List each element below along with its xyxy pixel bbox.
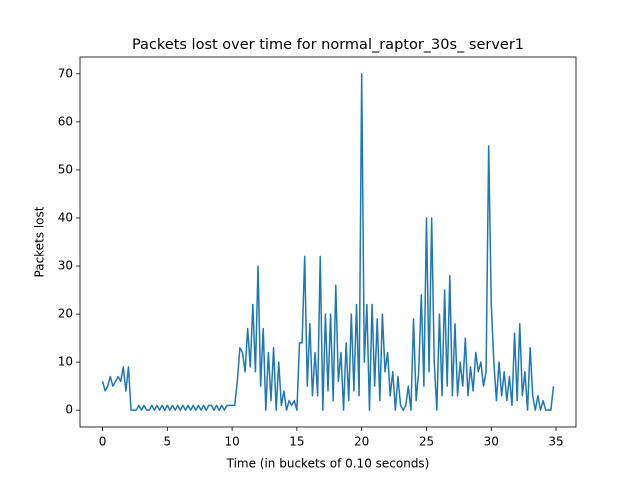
- y-tick-label: 10: [58, 355, 73, 369]
- x-tick-label: 20: [354, 435, 369, 449]
- y-tick-label: 60: [58, 114, 73, 128]
- x-axis-label: Time (in buckets of 0.10 seconds): [226, 457, 430, 471]
- data-line: [101, 73, 555, 411]
- chart-title: Packets lost over time for normal_raptor…: [132, 37, 524, 53]
- y-tick-label: 30: [58, 259, 73, 273]
- x-tick-label: 25: [419, 435, 434, 449]
- plot-frame: [79, 56, 577, 428]
- y-tick-label: 20: [58, 307, 73, 321]
- x-tick-label: 10: [224, 435, 239, 449]
- y-tick-label: 50: [58, 162, 73, 176]
- x-tick-label: 30: [484, 435, 499, 449]
- y-tick-label: 40: [58, 210, 73, 224]
- y-tick-label: 70: [58, 66, 73, 80]
- x-tick-label: 35: [548, 435, 563, 449]
- x-tick-label: 5: [164, 435, 172, 449]
- y-axis-label: Packets lost: [33, 206, 47, 277]
- x-tick-label: 15: [289, 435, 304, 449]
- x-tick-label: 0: [99, 435, 107, 449]
- y-tick-label: 0: [65, 403, 73, 417]
